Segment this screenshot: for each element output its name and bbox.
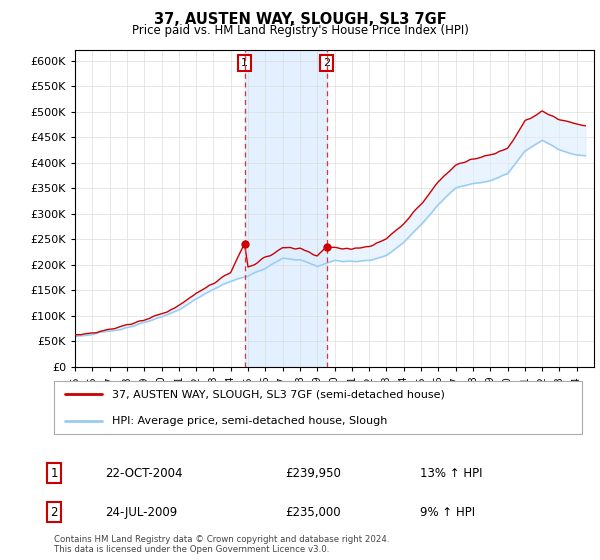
- Text: 9% ↑ HPI: 9% ↑ HPI: [420, 506, 475, 519]
- Text: £235,000: £235,000: [285, 506, 341, 519]
- Text: 2: 2: [50, 506, 58, 519]
- Text: Contains HM Land Registry data © Crown copyright and database right 2024.
This d: Contains HM Land Registry data © Crown c…: [54, 535, 389, 554]
- Text: 37, AUSTEN WAY, SLOUGH, SL3 7GF (semi-detached house): 37, AUSTEN WAY, SLOUGH, SL3 7GF (semi-de…: [112, 389, 445, 399]
- Text: 1: 1: [241, 58, 248, 68]
- Text: 22-OCT-2004: 22-OCT-2004: [105, 466, 182, 480]
- Text: 37, AUSTEN WAY, SLOUGH, SL3 7GF: 37, AUSTEN WAY, SLOUGH, SL3 7GF: [154, 12, 446, 27]
- FancyBboxPatch shape: [54, 381, 582, 434]
- Text: £239,950: £239,950: [285, 466, 341, 480]
- Text: 1: 1: [50, 466, 58, 480]
- Text: 2: 2: [323, 58, 330, 68]
- Bar: [245, 50, 327, 367]
- Text: 13% ↑ HPI: 13% ↑ HPI: [420, 466, 482, 480]
- Text: 24-JUL-2009: 24-JUL-2009: [105, 506, 177, 519]
- Text: HPI: Average price, semi-detached house, Slough: HPI: Average price, semi-detached house,…: [112, 416, 388, 426]
- Text: Price paid vs. HM Land Registry's House Price Index (HPI): Price paid vs. HM Land Registry's House …: [131, 24, 469, 36]
